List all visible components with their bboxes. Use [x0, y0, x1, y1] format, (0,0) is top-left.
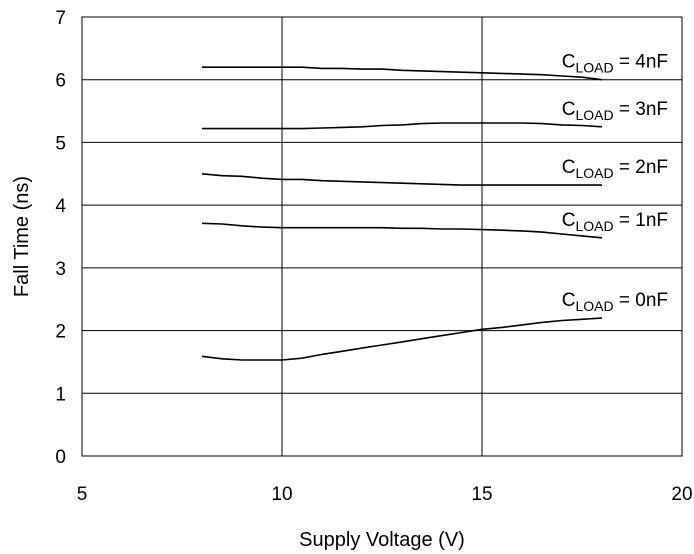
- series-line: [201, 222, 603, 239]
- series-line: [201, 317, 603, 361]
- series-line: [201, 173, 602, 186]
- x-tick-label: 10: [271, 484, 292, 505]
- y-tick-label: 7: [55, 8, 66, 29]
- y-tick-label: 5: [55, 133, 66, 154]
- series-label: CLOAD = 2nF: [562, 157, 668, 181]
- x-tick-label: 20: [671, 484, 692, 505]
- series-label: CLOAD = 4nF: [562, 52, 668, 76]
- series-label: CLOAD = 1nF: [562, 210, 668, 234]
- gridlines: [82, 17, 682, 456]
- x-axis-title: Supply Voltage (V): [299, 529, 465, 551]
- series-line: [202, 122, 603, 130]
- y-tick-label: 4: [55, 196, 66, 217]
- series-label: CLOAD = 0nF: [562, 290, 668, 314]
- series-label: CLOAD = 3nF: [562, 99, 668, 123]
- y-tick-label: 1: [55, 384, 66, 405]
- x-tick-label: 5: [77, 484, 88, 505]
- y-tick-label: 6: [55, 71, 66, 92]
- x-tick-labels: 5 10 15 20: [77, 484, 693, 505]
- y-axis-title: Fall Time (ns): [11, 176, 33, 297]
- y-tick-label: 2: [55, 322, 66, 343]
- x-tick-label: 15: [471, 484, 492, 505]
- y-tick-label: 3: [55, 259, 66, 280]
- series-labels: CLOAD = 4nF CLOAD = 3nF CLOAD = 2nF CLOAD =…: [562, 52, 668, 314]
- y-tick-label: 0: [55, 447, 66, 468]
- series-line: [202, 66, 603, 81]
- series-lines: [201, 66, 603, 361]
- y-tick-labels: 0 1 2 3 4 5 6 7: [55, 8, 66, 468]
- plot-area-frame: [81, 16, 683, 457]
